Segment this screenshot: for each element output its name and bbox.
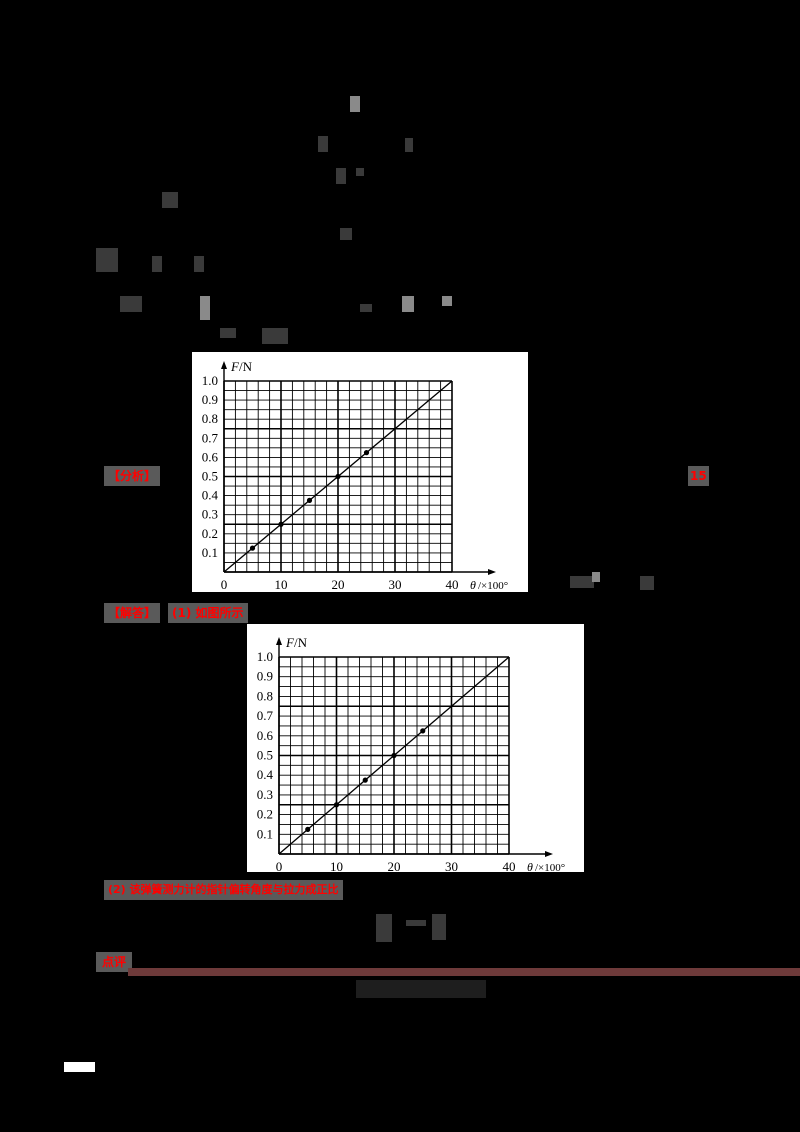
svg-text:40: 40: [446, 577, 459, 592]
svg-text:1.0: 1.0: [202, 373, 218, 388]
svg-text:/N: /N: [294, 635, 308, 650]
svg-text:10: 10: [330, 859, 343, 872]
artifact-mark: [220, 328, 236, 338]
artifact-mark: [356, 168, 364, 176]
chart-svg: F/N θ/×100° 0 10 20 30 40 0.1 0.2 0.3 0.4 0.5 0.6 0.7…: [202, 359, 508, 592]
artifact-mark: [336, 168, 346, 184]
chart-force-vs-angle-2: F/N θ/×100° 0 10 20 30 40 0.1 0.2 0.3 0.4 0.5 0.6 0.7…: [247, 624, 584, 872]
svg-text:40: 40: [503, 859, 516, 872]
artifact-mark: [120, 296, 142, 312]
svg-text:30: 30: [445, 859, 458, 872]
formula-fragment: [406, 920, 426, 926]
svg-text:0.5: 0.5: [257, 748, 273, 763]
artifact-mark: [340, 228, 352, 240]
formula-fragment: [432, 914, 446, 940]
formula-fragment: [356, 980, 486, 998]
svg-text:F: F: [230, 359, 240, 374]
svg-text:0.3: 0.3: [257, 787, 273, 802]
artifact-mark: [96, 248, 118, 272]
chart-svg: F/N θ/×100° 0 10 20 30 40 0.1 0.2 0.3 0.4 0.5 0.6 0.7…: [257, 635, 565, 872]
svg-text:0.7: 0.7: [202, 430, 219, 445]
svg-text:0.6: 0.6: [257, 728, 274, 743]
svg-text:0.1: 0.1: [257, 826, 273, 841]
svg-text:0.4: 0.4: [202, 488, 219, 503]
svg-text:0.3: 0.3: [202, 507, 218, 522]
svg-text:θ: θ: [470, 578, 476, 592]
score-tag: 15: [688, 466, 709, 486]
svg-text:30: 30: [389, 577, 402, 592]
svg-text:0.2: 0.2: [202, 526, 218, 541]
comment-tag: 点评: [96, 952, 133, 972]
svg-text:20: 20: [388, 859, 401, 872]
svg-text:θ: θ: [527, 860, 533, 872]
artifact-mark: [350, 96, 360, 112]
artifact-mark: [318, 136, 328, 152]
artifact-mark: [200, 296, 210, 320]
svg-text:0.6: 0.6: [202, 449, 219, 464]
svg-text:/×100°: /×100°: [535, 862, 565, 872]
svg-text:/N: /N: [239, 359, 253, 374]
svg-text:0.5: 0.5: [202, 469, 218, 484]
svg-text:0.1: 0.1: [202, 545, 218, 560]
svg-text:/×100°: /×100°: [478, 580, 508, 592]
artifact-mark: [592, 572, 600, 582]
svg-text:0.8: 0.8: [257, 688, 273, 703]
part1-tag: (1) 如图所示: [168, 603, 248, 623]
svg-text:0.7: 0.7: [257, 708, 274, 723]
chart-force-vs-angle-1: F/N θ/×100° 0 10 20 30 40 0.1 0.2 0.3 0.4 0.5 0.6 0.7…: [192, 352, 528, 592]
artifact-mark: [640, 576, 654, 590]
part2-tag: (2) 该弹簧测力计的指针偏转角度与拉力成正比: [104, 880, 343, 900]
svg-text:20: 20: [332, 577, 345, 592]
svg-text:0.9: 0.9: [202, 392, 218, 407]
artifact-mark: [194, 256, 204, 272]
svg-text:0.2: 0.2: [257, 807, 273, 822]
svg-text:0.8: 0.8: [202, 411, 218, 426]
artifact-mark: [360, 304, 372, 312]
svg-text:0.9: 0.9: [257, 669, 273, 684]
artifact-mark: [442, 296, 452, 306]
artifact-mark: [570, 576, 594, 588]
svg-text:1.0: 1.0: [257, 649, 273, 664]
svg-text:0: 0: [276, 859, 283, 872]
svg-text:0.4: 0.4: [257, 767, 274, 782]
artifact-mark: [152, 256, 162, 272]
divider-rule: [128, 968, 800, 976]
artifact-mark: [262, 328, 288, 344]
page-marker: [64, 1062, 95, 1072]
formula-fragment: [376, 914, 392, 942]
analysis-tag: 【分析】: [104, 466, 161, 486]
artifact-mark: [405, 138, 413, 152]
svg-text:F: F: [285, 635, 295, 650]
artifact-mark: [162, 192, 178, 208]
svg-text:0: 0: [221, 577, 228, 592]
svg-text:10: 10: [275, 577, 288, 592]
solution-tag: 【解答】: [104, 603, 161, 623]
artifact-mark: [402, 296, 414, 312]
